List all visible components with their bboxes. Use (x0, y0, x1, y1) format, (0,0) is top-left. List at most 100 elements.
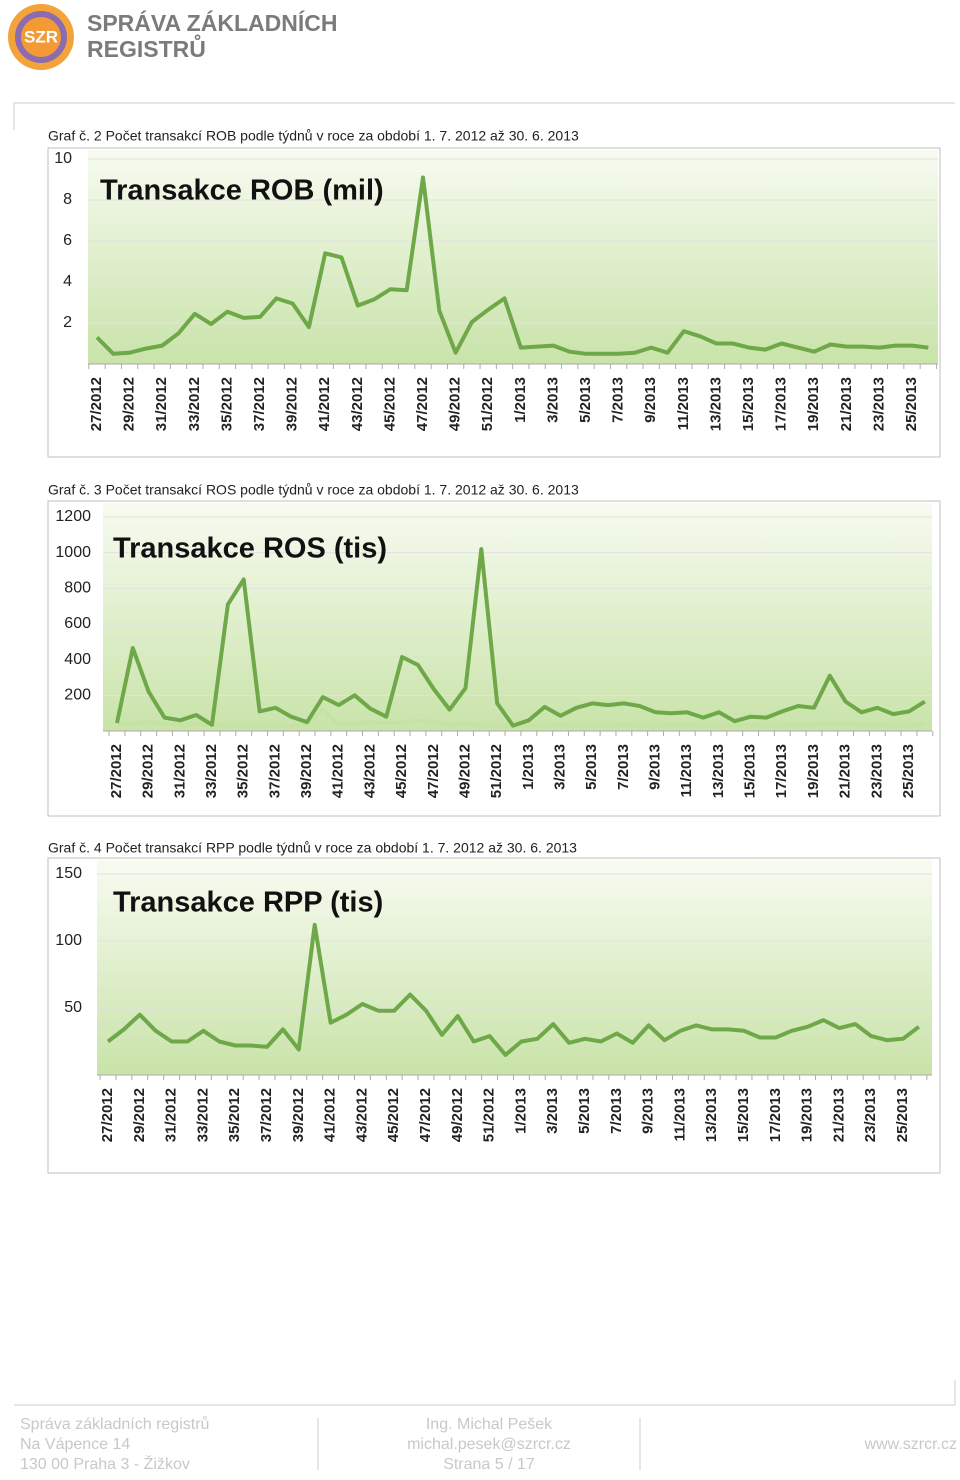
x-tick-label: 43/2012 (349, 377, 366, 431)
footer-text: www.szrcr.cz (864, 1436, 957, 1453)
x-tick-label: 33/2012 (194, 1088, 211, 1142)
x-tick-label: 29/2012 (140, 744, 157, 798)
x-tick-label: 39/2012 (284, 377, 301, 431)
x-tick-label: 51/2012 (481, 1088, 498, 1142)
x-tick-label: 11/2013 (675, 377, 692, 430)
x-tick-label: 37/2012 (251, 377, 268, 431)
x-tick-label: 1/2013 (512, 377, 529, 423)
x-tick-label: 49/2012 (456, 744, 473, 798)
x-tick-label: 19/2013 (805, 744, 822, 798)
x-tick-label: 23/2013 (870, 377, 887, 431)
x-tick-label: 15/2013 (735, 1088, 752, 1142)
x-tick-label: 15/2013 (742, 744, 759, 798)
chart-caption: Graf č. 3 Počet transakcí ROS podle týdn… (48, 482, 579, 498)
x-tick-label: 19/2013 (805, 377, 822, 431)
x-tick-label: 37/2012 (266, 744, 283, 798)
x-tick-label: 3/2013 (544, 377, 561, 423)
x-tick-label: 51/2012 (488, 744, 505, 798)
y-tick-label: 100 (55, 932, 82, 949)
x-tick-label: 19/2013 (799, 1088, 816, 1142)
y-tick-label: 1200 (55, 508, 91, 525)
x-tick-label: 3/2013 (544, 1088, 561, 1134)
x-tick-label: 13/2013 (703, 1088, 720, 1142)
org-title: REGISTRŮ (87, 33, 206, 62)
x-tick-label: 5/2013 (577, 377, 594, 423)
x-tick-label: 43/2012 (353, 1088, 370, 1142)
y-tick-label: 400 (64, 651, 91, 668)
x-tick-label: 17/2013 (773, 744, 790, 798)
x-tick-label: 1/2013 (512, 1088, 529, 1134)
x-tick-label: 29/2012 (131, 1088, 148, 1142)
x-tick-label: 43/2012 (361, 744, 378, 798)
x-tick-label: 7/2013 (610, 377, 627, 423)
y-tick-label: 600 (64, 615, 91, 632)
x-tick-label: 41/2012 (330, 744, 347, 798)
x-tick-label: 13/2013 (707, 377, 724, 431)
data-line (115, 547, 926, 728)
x-tick-label: 31/2012 (163, 1088, 180, 1142)
plot-area (97, 860, 932, 1075)
footer-text: 130 00 Praha 3 - Žižkov (20, 1454, 190, 1473)
header-rule (13, 102, 955, 130)
x-tick-label: 23/2013 (868, 744, 885, 798)
x-tick-label: 25/2013 (900, 744, 917, 798)
x-tick-label: 13/2013 (710, 744, 727, 798)
x-tick-label: 11/2013 (671, 1088, 688, 1141)
x-tick-label: 39/2012 (298, 744, 315, 798)
y-tick-label: 2 (63, 314, 72, 331)
footer-text: michal.pesek@szrcr.cz (407, 1436, 571, 1453)
y-tick-label: 50 (64, 999, 82, 1016)
x-tick-label: 3/2013 (551, 744, 568, 790)
x-tick-label: 37/2012 (258, 1088, 275, 1142)
x-tick-label: 27/2012 (99, 1088, 116, 1142)
x-tick-label: 11/2013 (678, 744, 695, 797)
x-tick-label: 21/2013 (838, 377, 855, 431)
x-tick-label: 33/2012 (203, 744, 220, 798)
y-tick-label: 6 (63, 232, 72, 249)
x-tick-label: 51/2012 (479, 377, 496, 431)
x-tick-label: 5/2013 (583, 744, 600, 790)
x-tick-label: 41/2012 (322, 1088, 339, 1142)
x-tick-label: 25/2013 (903, 377, 920, 431)
chart-caption: Graf č. 4 Počet transakcí RPP podle týdn… (48, 840, 577, 856)
footer-rule (14, 1380, 956, 1406)
chart-title: Transakce ROS (tis) (113, 533, 387, 565)
x-tick-label: 5/2013 (576, 1088, 593, 1134)
footer-text: Strana 5 / 17 (443, 1456, 535, 1473)
x-tick-label: 21/2013 (830, 1088, 847, 1142)
chart-caption: Graf č. 2 Počet transakcí ROB podle týdn… (48, 128, 579, 144)
x-tick-label: 47/2012 (414, 377, 431, 431)
x-tick-label: 7/2013 (615, 744, 632, 790)
x-tick-label: 17/2013 (767, 1088, 784, 1142)
x-tick-label: 31/2012 (153, 377, 170, 431)
y-tick-label: 8 (63, 191, 72, 208)
footer-text: Na Vápence 14 (20, 1436, 130, 1453)
x-tick-label: 33/2012 (186, 377, 203, 431)
x-tick-label: 9/2013 (642, 377, 659, 423)
x-tick-label: 23/2013 (862, 1088, 879, 1142)
x-tick-label: 49/2012 (447, 377, 464, 431)
x-tick-label: 7/2013 (608, 1088, 625, 1134)
x-tick-label: 1/2013 (520, 744, 537, 790)
logo-text: SZR (24, 27, 58, 46)
y-tick-label: 1000 (55, 544, 91, 561)
x-tick-label: 27/2012 (88, 377, 105, 431)
x-tick-label: 41/2012 (316, 377, 333, 431)
x-tick-label: 45/2012 (381, 377, 398, 431)
y-tick-label: 800 (64, 580, 91, 597)
chart-title: Transakce ROB (mil) (100, 175, 384, 207)
x-tick-label: 9/2013 (640, 1088, 657, 1134)
plot-area (103, 503, 932, 731)
data-line (116, 707, 926, 729)
x-tick-label: 27/2012 (108, 744, 125, 798)
y-tick-label: 200 (64, 687, 91, 704)
x-tick-label: 21/2013 (837, 744, 854, 798)
x-tick-label: 35/2012 (235, 744, 252, 798)
x-tick-label: 15/2013 (740, 377, 757, 431)
x-tick-label: 9/2013 (647, 744, 664, 790)
y-tick-label: 4 (63, 273, 72, 290)
x-tick-label: 25/2013 (894, 1088, 911, 1142)
x-tick-label: 45/2012 (393, 744, 410, 798)
x-tick-label: 45/2012 (385, 1088, 402, 1142)
